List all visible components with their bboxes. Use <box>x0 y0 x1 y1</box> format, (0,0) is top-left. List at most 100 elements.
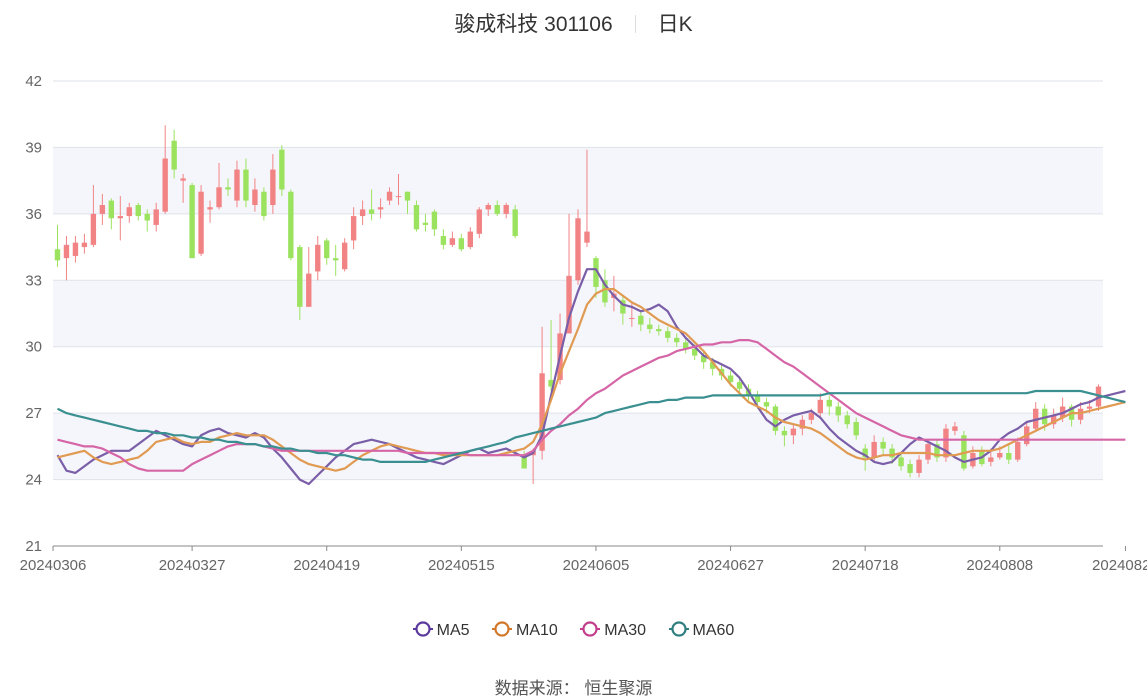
candle-body <box>144 213 150 221</box>
candle-body <box>270 169 276 205</box>
candle-body <box>333 258 339 261</box>
series-line-ma5 <box>56 268 1126 486</box>
candle-body <box>350 216 357 241</box>
candle-body <box>467 231 473 248</box>
candle-body <box>243 169 249 201</box>
candle-body <box>835 406 841 416</box>
y-tick-label: 21 <box>25 538 42 555</box>
candle-body <box>575 218 581 281</box>
x-tick-label: 20240808 <box>966 557 1033 574</box>
candle-body <box>700 355 707 363</box>
legend-marker-icon <box>412 621 433 637</box>
candle-body <box>503 205 509 214</box>
candle-body <box>763 402 770 407</box>
candle-body <box>315 244 321 272</box>
candle-body <box>907 464 913 473</box>
candle-body <box>629 317 635 319</box>
legend-label: MA30 <box>604 622 647 639</box>
legend-item-ma60[interactable]: MA60 <box>668 620 735 640</box>
candle-body <box>790 428 797 436</box>
candle-body <box>476 209 482 234</box>
x-tick-label: 20240306 <box>20 557 87 574</box>
series-line-ma30 <box>57 339 1126 472</box>
legend-label: MA60 <box>692 622 735 639</box>
candle-body <box>709 362 716 369</box>
candle-body <box>683 342 689 349</box>
candle-body <box>324 240 330 259</box>
candle-body <box>781 430 788 436</box>
legend-label: MA5 <box>436 622 470 639</box>
candle-body <box>207 207 213 210</box>
candle-body <box>494 205 500 214</box>
y-tick-label: 36 <box>25 206 42 223</box>
y-tick-label: 30 <box>25 339 42 356</box>
candle-body <box>638 315 644 325</box>
legend-item-ma10[interactable]: MA10 <box>492 620 558 640</box>
candle-body <box>871 441 877 458</box>
candle-body <box>261 191 267 217</box>
candle-body <box>736 382 743 389</box>
series-line-ma60 <box>57 389 1126 463</box>
candle-body <box>485 205 491 210</box>
candle-body <box>548 379 554 387</box>
candle-body <box>674 337 680 343</box>
x-tick-label: 20240828 <box>1092 557 1147 574</box>
candle-body <box>853 422 859 436</box>
candle-body <box>54 249 61 261</box>
x-tick-label: 20240718 <box>832 557 899 574</box>
series-line-ma10 <box>57 288 1126 472</box>
candle-body <box>1086 406 1093 409</box>
candle-body <box>512 209 518 236</box>
y-tick-label: 33 <box>25 272 42 289</box>
candle-body <box>90 213 97 245</box>
candle-body <box>225 187 231 190</box>
y-tick-label: 24 <box>25 472 42 489</box>
candle-body <box>359 209 366 217</box>
candle-body <box>72 242 79 256</box>
candle-body <box>162 158 168 212</box>
candle-body <box>916 459 922 473</box>
candle-body <box>1006 453 1012 460</box>
candle-body <box>566 275 572 334</box>
candle-body <box>306 273 312 307</box>
legend-label: MA10 <box>516 622 558 639</box>
legend-marker-icon <box>580 621 601 637</box>
candle-body <box>934 444 940 458</box>
candle-body <box>404 191 411 201</box>
candle-body <box>1050 415 1057 425</box>
candle-body <box>898 457 904 467</box>
candle-body <box>153 209 159 225</box>
candle-body <box>449 238 456 245</box>
candle-body <box>63 244 70 259</box>
candle-body <box>826 399 832 407</box>
legend-item-ma5[interactable]: MA5 <box>412 620 470 640</box>
x-tick-label: 20240605 <box>563 557 630 574</box>
candle-body <box>279 149 285 190</box>
candle-body <box>808 413 815 420</box>
candle-body <box>252 189 258 205</box>
candle-body <box>665 331 671 338</box>
legend-marker-icon <box>668 621 689 637</box>
chart-period: 日K <box>657 13 693 36</box>
candle-body <box>108 200 115 219</box>
candle-body <box>602 280 608 303</box>
candle-body <box>727 375 734 383</box>
candle-body <box>593 258 599 287</box>
candle-body <box>189 185 195 259</box>
candle-body <box>1041 408 1048 425</box>
candle-body <box>458 238 465 250</box>
candle-body <box>99 205 106 214</box>
candle-body <box>880 441 886 449</box>
candle-body <box>521 455 527 469</box>
kline-chart: 21 24 27 30 33 36 39 42 20240306 20240327 20240419… <box>20 73 1147 574</box>
legend-item-ma30[interactable]: MA30 <box>580 620 646 640</box>
candle-body <box>216 187 222 208</box>
candle-body <box>754 395 761 403</box>
candle-body <box>341 242 348 270</box>
candle-body <box>952 426 958 431</box>
candle-body <box>988 457 994 462</box>
candle-body <box>1077 408 1084 420</box>
candle-body <box>198 191 204 254</box>
candle-body <box>422 222 429 225</box>
candle-body <box>620 300 626 314</box>
